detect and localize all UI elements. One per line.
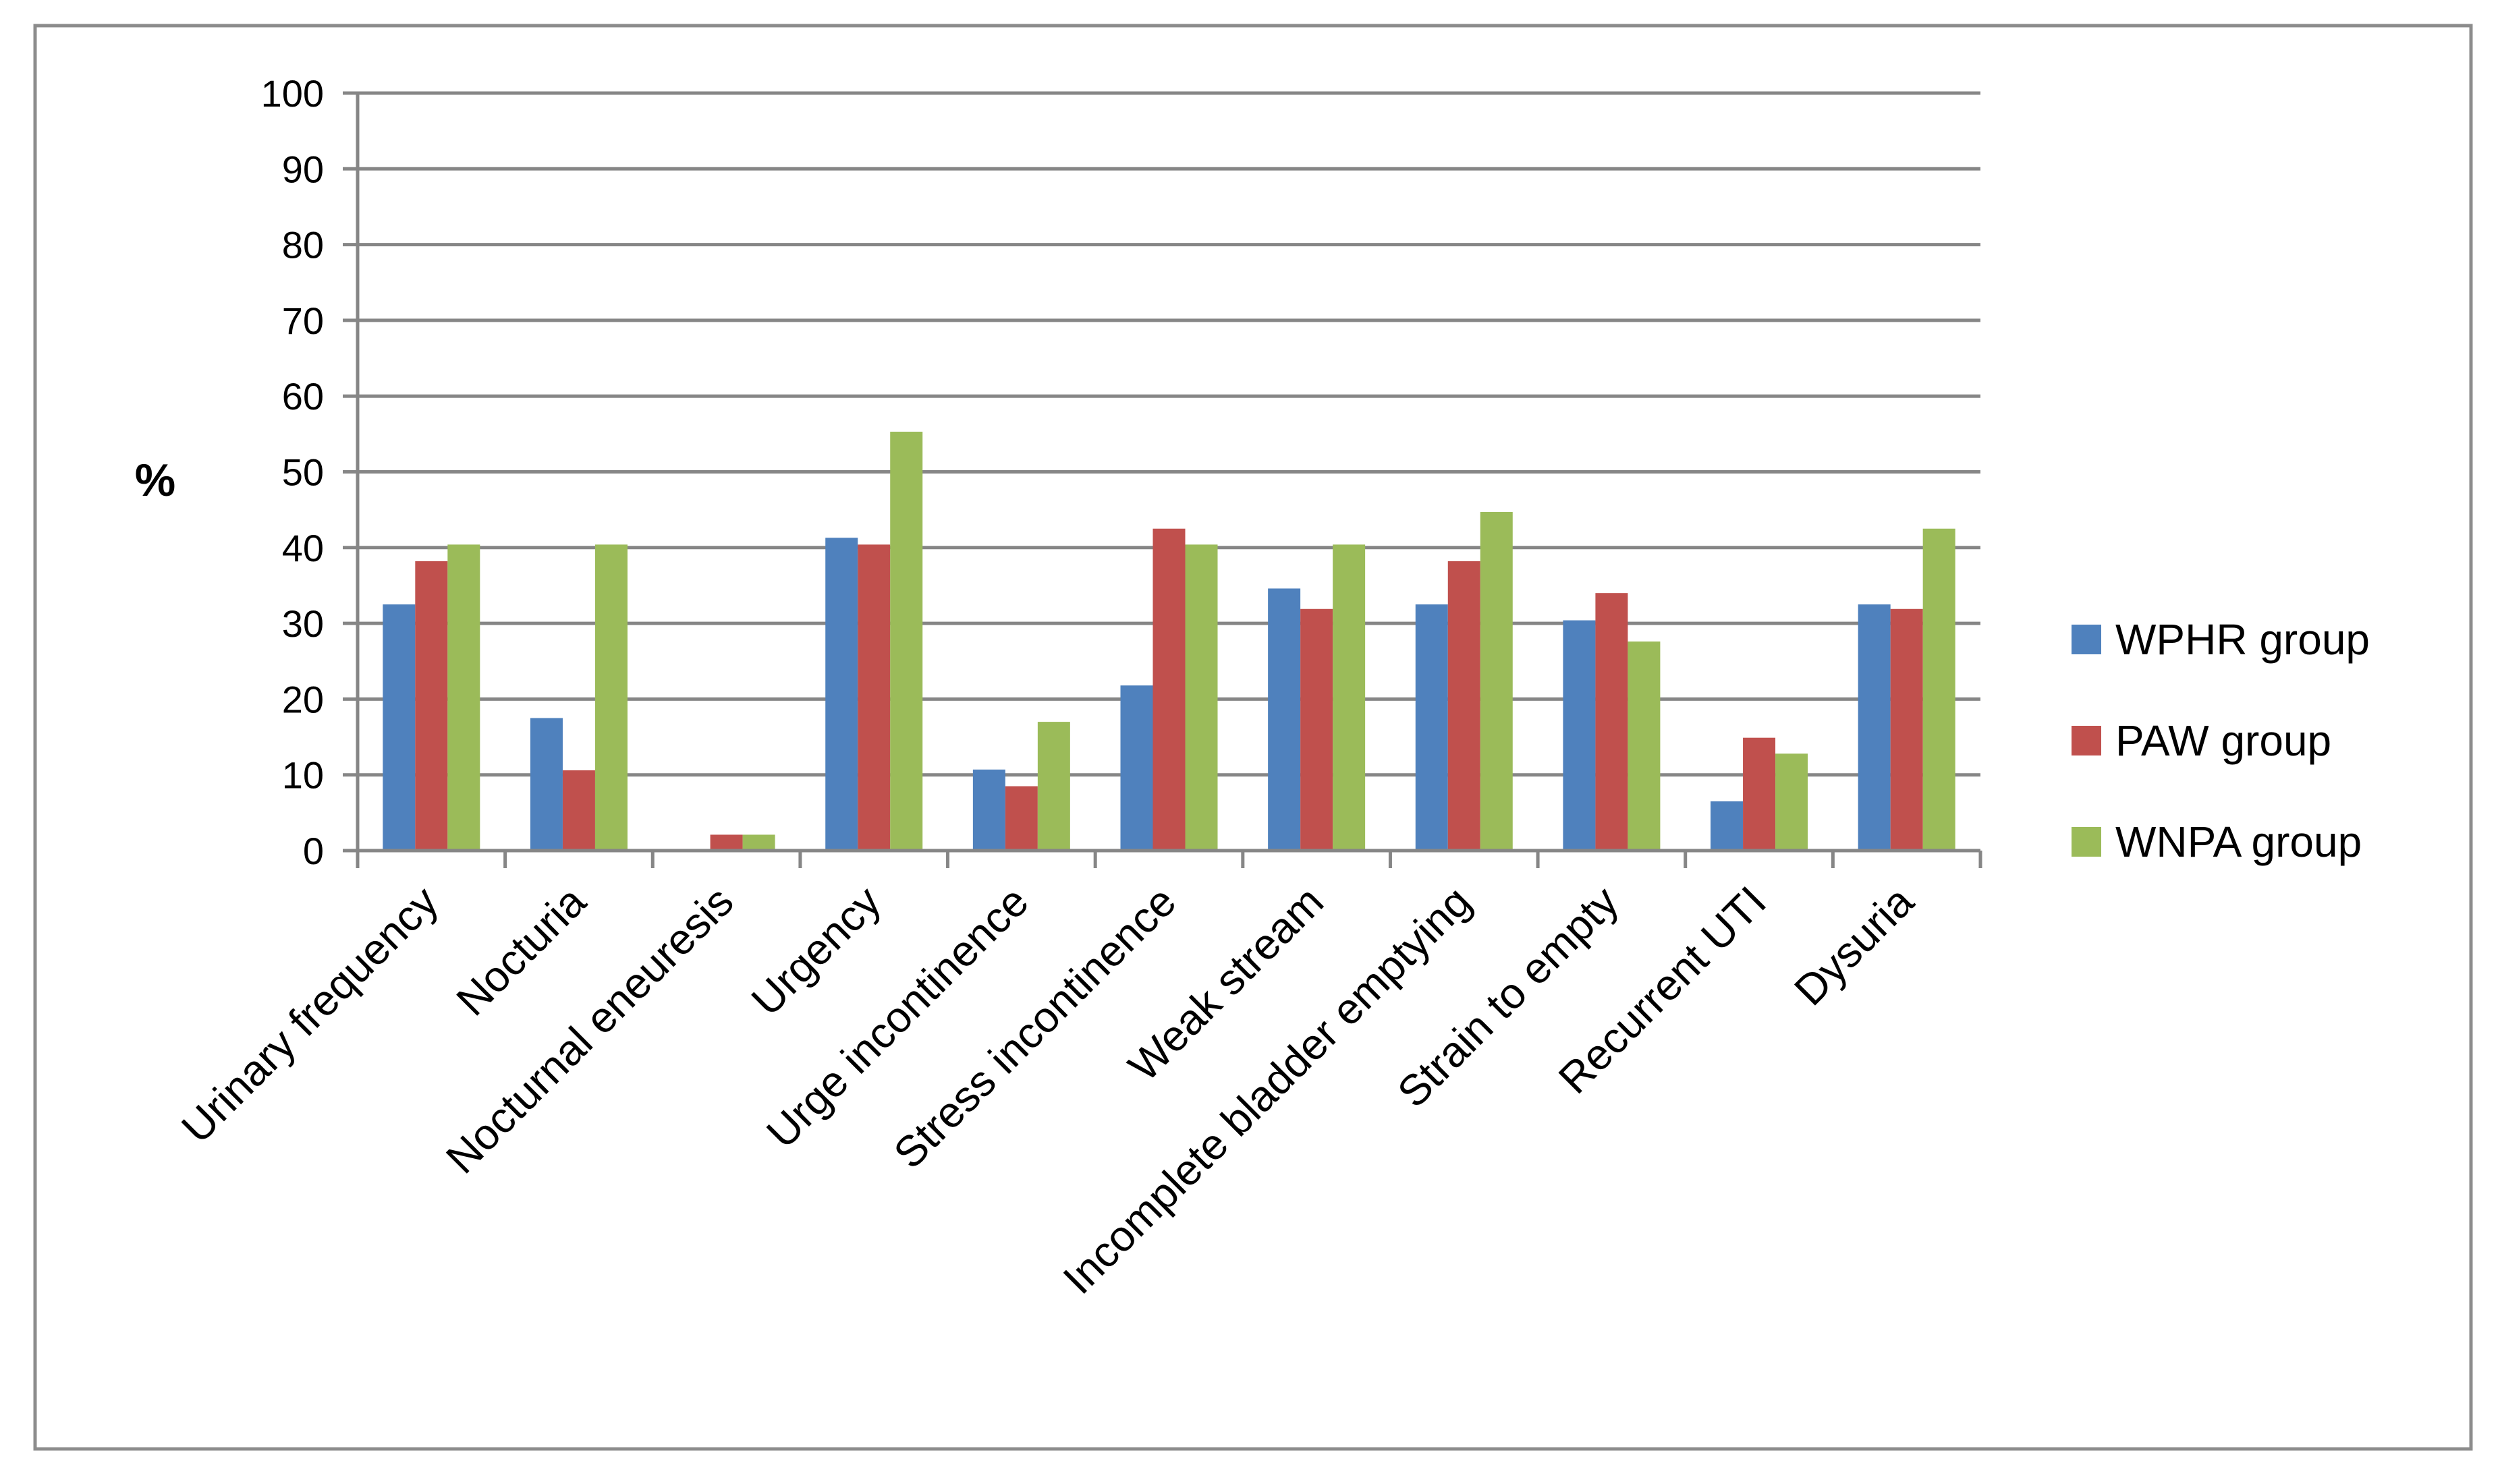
bar-wnpa-group [742,834,775,851]
bar-wphr-group [972,769,1005,851]
bar-wnpa-group [1037,722,1070,851]
legend-label: WPHR group [2115,615,2370,664]
bar-paw-group [1005,786,1038,851]
y-tick-label: 80 [282,224,324,266]
legend-label: PAW group [2115,716,2331,765]
y-tick-label: 40 [282,527,324,569]
y-tick-label: 10 [282,754,324,797]
bar-paw-group [858,544,891,851]
bar-wnpa-group [594,544,628,851]
bar-wphr-group [1563,620,1596,851]
legend: WPHR group PAW group WNPA group [2072,615,2370,866]
bars [383,431,1955,851]
legend-swatch [2072,726,2101,755]
bar-paw-group [1743,737,1776,851]
bar-wphr-group [825,538,858,851]
bar-paw-group [415,561,448,851]
axes [356,93,1982,868]
y-tick-label: 0 [303,830,324,872]
bar-paw-group [562,770,595,851]
y-tick-label: 100 [261,72,324,115]
gridlines [343,91,1980,853]
legend-swatch [2072,625,2101,654]
y-tick-label: 30 [282,602,324,645]
legend-swatch [2072,827,2101,857]
bar-wphr-group [1120,685,1153,851]
bar-wphr-group [530,718,563,851]
bar-wnpa-group [1922,528,1955,851]
legend-label: WNPA group [2115,818,2362,866]
bar-wphr-group [383,604,416,851]
bar-wnpa-group [1333,544,1366,851]
bar-wnpa-group [447,544,480,851]
bar-wphr-group [1858,604,1891,851]
bar-wnpa-group [1480,512,1513,851]
y-tick-label: 90 [282,148,324,190]
bar-wnpa-group [1185,544,1218,851]
bar-paw-group [1300,608,1333,851]
bar-wnpa-group [1775,753,1808,851]
y-tick-label: 20 [282,678,324,720]
bar-paw-group [1595,593,1628,851]
bar-paw-group [1447,561,1480,851]
y-tick-label: 60 [282,375,324,418]
y-tick-label: 70 [282,299,324,342]
y-tick-labels: 0 10 20 30 40 50 60 70 80 90 100 [261,72,324,872]
bar-wphr-group [1415,604,1448,851]
bar-wnpa-group [1628,641,1661,851]
y-tick-label: 50 [282,451,324,494]
bar-wphr-group [1711,801,1744,851]
y-axis-label: % [135,455,175,506]
bar-paw-group [710,834,743,851]
bar-wnpa-group [890,431,923,851]
bar-paw-group [1152,528,1186,851]
bar-paw-group [1890,608,1923,851]
bar-wphr-group [1268,588,1301,851]
